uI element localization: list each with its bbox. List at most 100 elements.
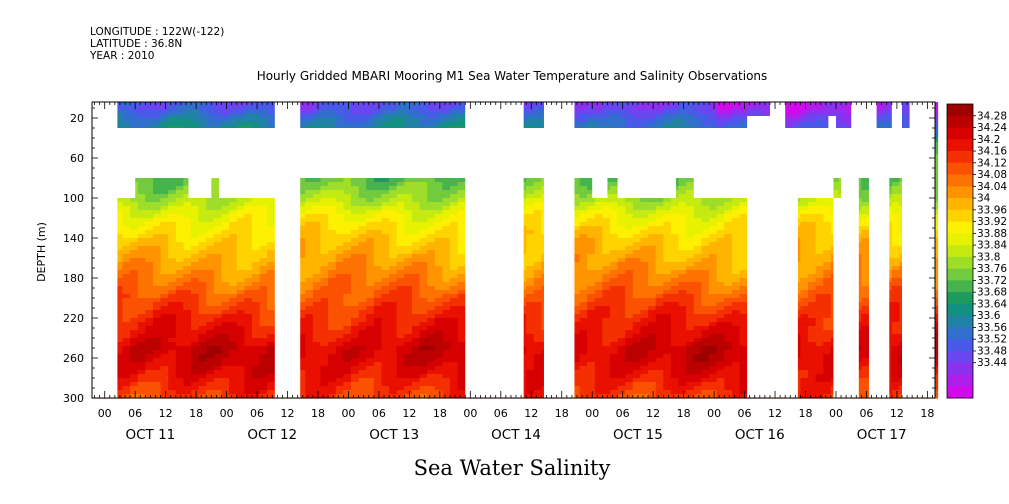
heatmap-cell: [236, 250, 245, 255]
heatmap-cell: [678, 190, 687, 195]
heatmap-cell: [678, 234, 687, 239]
heatmap-cell: [114, 122, 124, 127]
heatmap-cell: [419, 262, 428, 267]
heatmap-cell: [335, 110, 344, 115]
heatmap-cell: [442, 194, 451, 199]
heatmap-cell: [320, 202, 329, 207]
heatmap-cell: [145, 270, 154, 275]
heatmap-cell: [457, 194, 466, 199]
heatmap-cell: [389, 110, 398, 115]
heatmap-cell: [709, 238, 718, 243]
heatmap-cell: [731, 114, 741, 119]
heatmap-cell: [213, 206, 223, 211]
heatmap-cell: [389, 206, 398, 211]
heatmap-cell: [396, 262, 405, 267]
heatmap-cell: [389, 234, 398, 239]
heatmap-cell: [602, 270, 611, 275]
heatmap-cell: [808, 102, 817, 107]
heatmap-cell: [206, 262, 215, 267]
heatmap-cell: [640, 258, 649, 263]
heatmap-cell: [191, 202, 200, 207]
heatmap-cell: [335, 122, 344, 127]
heatmap-cell: [571, 186, 581, 191]
heatmap-cell: [587, 238, 596, 243]
heatmap-cell: [587, 246, 596, 251]
heatmap-cell: [579, 254, 588, 259]
heatmap-cell: [251, 210, 261, 215]
heatmap-cell: [686, 106, 695, 111]
heatmap-cell: [609, 250, 619, 255]
heatmap-cell: [114, 274, 124, 279]
heatmap-cell: [251, 102, 261, 107]
heatmap-cell: [267, 114, 276, 119]
heatmap-cell: [236, 118, 245, 123]
heatmap-cell: [328, 102, 337, 107]
heatmap-cell: [389, 198, 398, 203]
heatmap-cell: [427, 238, 436, 243]
heatmap-cell: [358, 210, 367, 215]
heatmap-cell: [739, 270, 748, 275]
heatmap-cell: [404, 254, 413, 259]
heatmap-cell: [724, 198, 733, 203]
heatmap-cell: [122, 274, 131, 279]
heatmap-cell: [328, 262, 337, 267]
heatmap-cell: [594, 198, 603, 203]
heatmap-cell: [191, 198, 200, 203]
heatmap-cell: [899, 114, 908, 119]
heatmap-cell: [114, 202, 124, 207]
heatmap-cell: [632, 114, 642, 119]
heatmap-cell: [739, 242, 748, 247]
heatmap-cell: [442, 102, 451, 107]
heatmap-cell: [609, 118, 619, 123]
heatmap-cell: [404, 226, 413, 231]
heatmap-cell: [830, 182, 840, 187]
heatmap-cell: [602, 202, 611, 207]
heatmap-cell: [297, 254, 306, 259]
heatmap-cell: [183, 106, 192, 111]
heatmap-cell: [884, 122, 893, 127]
heatmap-cell: [602, 198, 611, 203]
heatmap-cell: [168, 266, 177, 271]
heatmap-cell: [343, 114, 352, 119]
heatmap-cell: [343, 198, 352, 203]
heatmap-cell: [350, 122, 360, 127]
heatmap-cell: [350, 218, 360, 223]
heatmap-cell: [625, 198, 634, 203]
heatmap-cell: [267, 258, 276, 263]
heatmap-cell: [457, 226, 466, 231]
heatmap-cell: [236, 278, 245, 283]
heatmap-cell: [808, 246, 817, 251]
heatmap-cell: [373, 226, 383, 231]
heatmap-cell: [389, 246, 398, 251]
heatmap-cell: [251, 114, 261, 119]
heatmap-cell: [427, 198, 436, 203]
heatmap-cell: [335, 102, 344, 107]
heatmap-cell: [251, 218, 261, 223]
heatmap-cell: [617, 114, 626, 119]
heatmap-cell: [891, 178, 901, 183]
heatmap-cell: [396, 226, 405, 231]
heatmap-cell: [450, 258, 459, 263]
heatmap-cell: [701, 102, 710, 107]
heatmap-cell: [678, 270, 687, 275]
heatmap-cell: [678, 106, 687, 111]
heatmap-cell: [823, 106, 832, 111]
heatmap-cell: [213, 262, 223, 267]
longitude-label: LONGITUDE : 122W(-122): [90, 26, 224, 38]
heatmap-cell: [663, 222, 672, 227]
heatmap-cell: [328, 214, 337, 219]
heatmap-cell: [168, 190, 177, 195]
heatmap-cell: [571, 210, 581, 215]
heatmap-cell: [130, 246, 139, 251]
heatmap-cell: [213, 258, 223, 263]
heatmap-cell: [876, 106, 885, 111]
heatmap-cell: [686, 198, 695, 203]
heatmap-cell: [632, 262, 642, 267]
heatmap-cell: [419, 250, 428, 255]
heatmap-cell: [137, 226, 146, 231]
heatmap-cell: [267, 222, 276, 227]
heatmap-cell: [381, 270, 390, 275]
heatmap-cell: [701, 122, 710, 127]
heatmap-cell: [655, 210, 664, 215]
heatmap-cell: [579, 194, 588, 199]
